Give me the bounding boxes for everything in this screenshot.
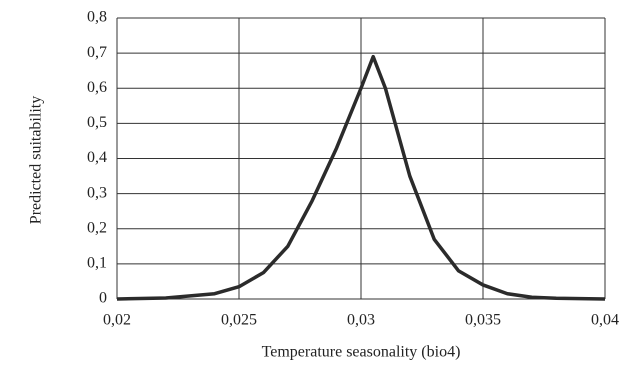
y-tick-label: 0,3 xyxy=(87,184,107,201)
y-tick-label: 0,5 xyxy=(87,114,107,131)
x-axis-label: Temperature seasonality (bio4) xyxy=(262,344,461,361)
y-tick-label: 0,7 xyxy=(87,44,107,61)
x-tick-label: 0,03 xyxy=(347,312,375,329)
x-tick-label: 0,04 xyxy=(591,312,619,329)
line xyxy=(116,54,606,301)
y-tick-label: 0,2 xyxy=(87,219,107,236)
y-tick-label: 0,8 xyxy=(87,9,107,26)
y-tick-label: 0,6 xyxy=(87,79,107,96)
y-axis-label: Predicted suitability xyxy=(28,96,45,224)
y-tick-label: 0,1 xyxy=(87,255,107,272)
y-tick-label: 0,4 xyxy=(87,149,107,166)
x-tick-label: 0,025 xyxy=(221,312,257,329)
x-tick-label: 0,02 xyxy=(103,312,131,329)
x-tick-label: 0,035 xyxy=(465,312,501,329)
y-tick-label: 0 xyxy=(99,290,107,307)
